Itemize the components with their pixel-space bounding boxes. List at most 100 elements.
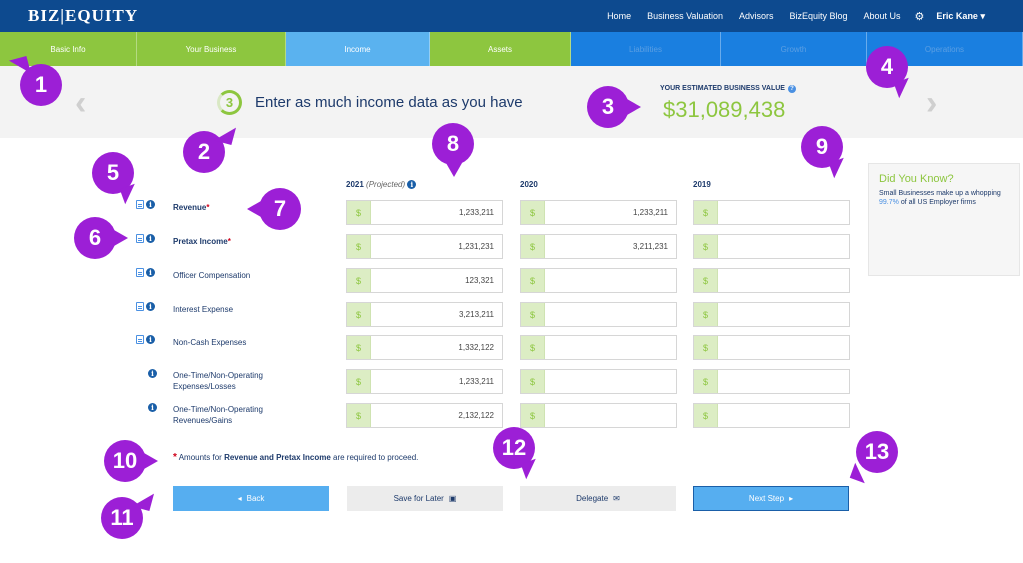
nav-business-valuation[interactable]: Business Valuation [647,11,723,21]
row-label-one-time-expenses: One-Time/Non-Operating Expenses/Losses [173,371,263,391]
row-icons: i [148,369,157,378]
officer-compensation-2021-input[interactable]: $123,321 [346,268,503,293]
bizequity-logo[interactable]: BIZ|EQUITY [28,6,139,25]
field-value: 1,332,122 [458,343,494,352]
prev-step-arrow-icon[interactable]: ‹ [75,84,87,122]
info-icon[interactable]: i [146,302,155,311]
tab-assets[interactable]: Assets [430,32,571,66]
row-label-text: Revenue [173,203,207,212]
document-icon[interactable] [136,268,144,277]
row-label-revenue: Revenue* [173,202,293,213]
callout-8: 8 [432,123,474,177]
next-step-arrow-icon[interactable]: › [926,84,938,122]
document-icon[interactable] [136,302,144,311]
document-icon[interactable] [136,234,144,243]
callout-10: 10 [104,440,158,482]
row-label-interest-expense: Interest Expense [173,305,234,314]
currency-addon: $ [347,370,371,393]
save-for-later-button[interactable]: Save for Later ▣ [347,486,503,511]
one-time-expenses-2021-input[interactable]: $1,233,211 [346,369,503,394]
column-header-2020: 2020 [520,180,538,189]
settings-gear-icon[interactable]: ⚙ [914,10,925,23]
help-icon[interactable]: ? [787,85,796,93]
one-time-revenues-2019-input[interactable]: $ [693,403,850,428]
document-icon[interactable] [136,335,144,344]
info-icon[interactable]: i [146,234,155,243]
row-icons: i [136,335,155,344]
nav-advisors[interactable]: Advisors [738,11,774,21]
interest-expense-2020-input[interactable]: $ [520,302,677,327]
revenue-2019-input[interactable]: $ [693,200,850,225]
user-menu[interactable]: Eric Kane ▾ [936,11,985,22]
one-time-revenues-2020-input[interactable]: $ [520,403,677,428]
row-icons: i [136,200,155,209]
revenue-2021-input[interactable]: $1,233,211 [346,200,503,225]
info-icon[interactable]: i [407,180,417,189]
currency-addon: $ [521,370,545,393]
envelope-icon: ✉ [613,494,620,503]
currency-addon: $ [694,235,718,258]
next-step-button[interactable]: Next Step ▸ [693,486,849,511]
pretax-income-2021-input[interactable]: $1,231,231 [346,234,503,259]
field-value [545,370,676,393]
tab-growth[interactable]: Growth [721,32,867,66]
currency-addon: $ [521,235,545,258]
step-progress-ring: 3 [217,90,242,115]
field-value [545,336,676,359]
officer-compensation-2020-input[interactable]: $ [520,268,677,293]
tab-your-business[interactable]: Your Business [137,32,286,66]
pretax-income-2019-input[interactable]: $ [693,234,850,259]
currency-addon: $ [521,303,545,326]
delegate-button[interactable]: Delegate ✉ [520,486,676,511]
info-icon[interactable]: i [148,403,157,412]
field-value [545,303,676,326]
one-time-expenses-2020-input[interactable]: $ [520,369,677,394]
estimated-value: $31,089,438 [663,97,786,122]
top-navbar: BIZ|EQUITY Home Business Valuation Advis… [0,0,1023,32]
row-label-one-time-revenues: One-Time/Non-Operating Revenues/Gains [173,405,263,425]
nav-home[interactable]: Home [607,11,632,21]
callout-11: 11 [101,497,143,539]
currency-addon: $ [521,404,545,427]
one-time-expenses-2019-input[interactable]: $ [693,369,850,394]
non-cash-expenses-2020-input[interactable]: $ [520,335,677,360]
document-icon[interactable] [136,200,144,209]
interest-expense-2019-input[interactable]: $ [693,302,850,327]
nav-about-us[interactable]: About Us [863,11,901,21]
user-name: Eric Kane [936,10,978,21]
one-time-revenues-2021-input[interactable]: $2,132,122 [346,403,503,428]
tab-income[interactable]: Income [286,32,430,74]
field-value: 3,211,231 [633,242,668,251]
revenue-2020-input[interactable]: $1,233,211 [520,200,677,225]
officer-compensation-2019-input[interactable]: $ [693,268,850,293]
currency-addon: $ [521,336,545,359]
did-you-know-panel: Did You Know? Small Businesses make up a… [868,163,1020,276]
non-cash-expenses-2019-input[interactable]: $ [693,335,850,360]
note-text-end: are required to proceed. [333,453,419,462]
non-cash-expenses-2021-input[interactable]: $1,332,122 [346,335,503,360]
estimated-value-label: YOUR ESTIMATED BUSINESS VALUE? [660,85,796,93]
projected-note: (Projected) [366,180,406,189]
field-value [718,370,849,393]
info-icon[interactable]: i [146,268,155,277]
nav-blog[interactable]: BizEquity Blog [789,11,848,21]
field-value [718,303,849,326]
field-value [718,336,849,359]
chevron-left-icon: ◂ [237,494,242,503]
interest-expense-2021-input[interactable]: $3,213,211 [346,302,503,327]
callout-5: 5 [92,152,134,194]
pretax-income-2020-input[interactable]: $3,211,231 [520,234,677,259]
currency-addon: $ [694,370,718,393]
info-icon[interactable]: i [146,335,155,344]
page-title: Enter as much income data as you have [255,94,523,111]
field-value [718,404,849,427]
did-you-know-text: Small Businesses make up a whopping 99.7… [879,189,1014,207]
info-icon[interactable]: i [148,369,157,378]
row-label-officer-compensation: Officer Compensation [173,271,251,280]
field-value: 1,233,211 [459,377,494,386]
currency-addon: $ [521,269,545,292]
field-value: 1,233,211 [459,208,494,217]
tab-liabilities[interactable]: Liabilities [571,32,721,66]
info-icon[interactable]: i [146,200,155,209]
back-button[interactable]: ◂ Back [173,486,329,511]
